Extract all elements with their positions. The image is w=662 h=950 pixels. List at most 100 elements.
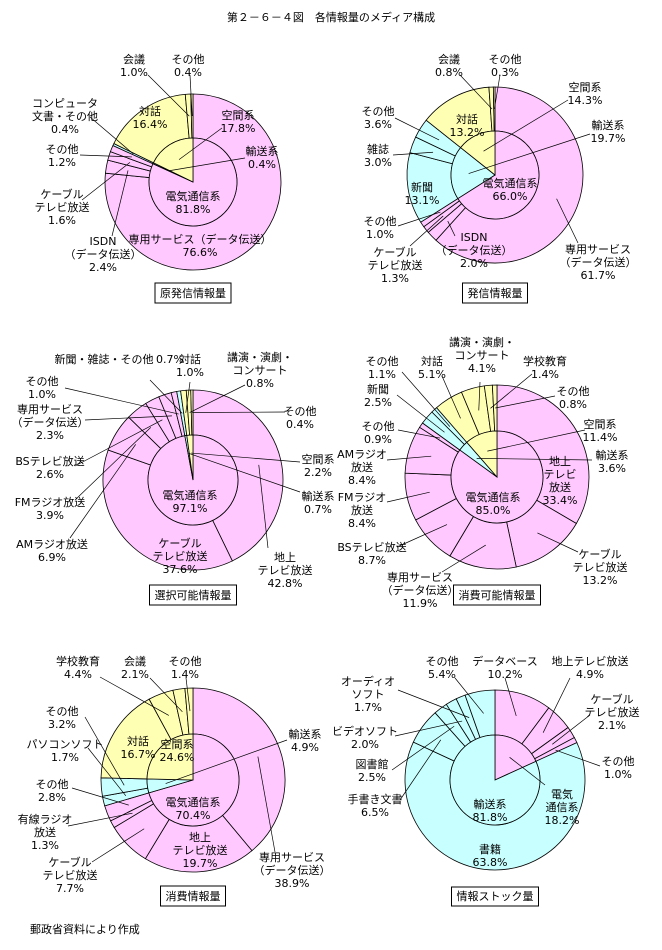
slice-label: 会議: [124, 654, 146, 668]
slice-value: 6.9%: [38, 551, 66, 564]
slice-label: ケーブルテレビ放送: [573, 547, 628, 574]
slice-label: 講演・演劇・コンサート: [449, 335, 515, 362]
leader-line: [459, 74, 493, 110]
leader-line: [401, 371, 451, 427]
caption-box: [462, 282, 528, 304]
slice-label: 地上テレビ放送: [552, 654, 629, 668]
slice-value: 70.4%: [176, 809, 211, 822]
leader-line: [87, 747, 127, 797]
slice-label: 会議: [123, 52, 145, 66]
leader-line: [476, 458, 593, 461]
slice-value: 1.0%: [366, 228, 394, 241]
chart-caption: 情報ストック量: [457, 890, 534, 903]
slice-label: 専用サービス（データ伝送）: [254, 851, 331, 877]
slice-label: その他: [426, 655, 459, 668]
slice-value: 19.7%: [183, 857, 218, 870]
leader-lines: [79, 74, 246, 237]
slice-label: ケーブルテレビ放送: [153, 536, 208, 563]
slice-value: 13.2%: [450, 126, 485, 139]
leader-line: [169, 157, 246, 172]
slice-label: FMラジオ放送: [15, 495, 86, 509]
slice-value: 2.3%: [36, 429, 64, 442]
inner-slice: [450, 147, 496, 200]
caption-box: [149, 584, 237, 606]
slice-label: 講演・演劇・コンサート: [227, 350, 293, 377]
slice-label: 書籍: [479, 842, 501, 856]
slice-value: 81.8%: [176, 203, 211, 216]
slice-value: 38.9%: [275, 877, 310, 890]
leader-line: [397, 211, 441, 227]
slice-label: 電気通信系: [546, 787, 579, 814]
slice-value: 81.8%: [473, 811, 508, 824]
leader-line: [99, 676, 169, 716]
slice-label: 空間系: [302, 452, 335, 466]
slice-value: 5.4%: [428, 668, 456, 681]
slice-value: 1.0%: [604, 768, 632, 781]
slice-value: 4.4%: [64, 668, 92, 681]
slice-value: 2.0%: [351, 738, 379, 751]
slice-label: BSテレビ放送: [15, 454, 84, 468]
slice-value: 4.9%: [576, 668, 604, 681]
chart-caption: 消費可能情報量: [459, 588, 536, 602]
leader-line: [396, 394, 445, 433]
slice-value: 0.7%: [156, 353, 184, 366]
leader-line: [89, 116, 134, 155]
slice-value: 16.7%: [121, 748, 156, 761]
slice-value: 3.2%: [48, 718, 76, 731]
slice-value: 0.4%: [174, 66, 202, 79]
slice-value: 0.9%: [364, 433, 392, 446]
slice-value: 3.0%: [364, 156, 392, 169]
leader-line: [189, 74, 193, 117]
leader-line: [185, 677, 191, 712]
caption-box: [154, 282, 232, 304]
leader-line: [178, 127, 223, 160]
inner-slice: [460, 130, 496, 176]
leader-line: [149, 379, 183, 414]
labels: 地上テレビ放送33.4%ケーブルテレビ放送13.2%専用サービス（データ伝送）1…: [337, 335, 628, 610]
slice-value: 16.4%: [133, 118, 168, 131]
labels: 専用サービス（データ伝送）61.7% ISDN （データ伝送）2.0% ケーブルテレビ…: [362, 52, 637, 285]
slice-value: 2.6%: [36, 468, 64, 481]
slice-label: 地上テレビ放送: [544, 455, 577, 494]
slice-label: 空間系: [569, 80, 602, 94]
labels: データベース10.2%地上テレビ放送4.9%ケーブルテレビ放送2.1%その他1.…: [332, 654, 640, 869]
leader-line: [409, 215, 444, 247]
slice-label: その他: [364, 215, 397, 228]
slice-label: その他: [284, 405, 317, 418]
slice-label: 空間系: [161, 737, 194, 751]
slice-value: 7.7%: [56, 882, 84, 895]
slice-label: 地上テレビ放送: [173, 831, 228, 857]
pie-chart: [404, 384, 590, 570]
leader-line: [454, 677, 484, 714]
slice-label: 新聞・雑誌・その他: [55, 352, 154, 366]
slice-value: 61.7%: [581, 269, 616, 282]
slice-value: 1.4%: [171, 668, 199, 681]
slice-label: 会議: [438, 52, 460, 66]
slice-value: 4.1%: [468, 362, 496, 375]
slice-value: 2.5%: [358, 771, 386, 784]
slice-label: パソコンソフト: [27, 738, 104, 751]
leader-line: [487, 429, 586, 452]
chart-caption: 発信情報量: [468, 286, 523, 300]
slice-label: その他: [46, 705, 79, 718]
leader-line: [447, 220, 456, 237]
slice-label: その他: [26, 375, 59, 388]
leader-line: [188, 453, 301, 493]
slice-value: 37.6%: [163, 563, 198, 576]
slice-label: その他: [366, 355, 399, 368]
slice-value: 42.8%: [268, 577, 303, 590]
slice-label: 専用サービス（データ伝送）: [129, 232, 272, 246]
slice-label: 空間系: [584, 417, 617, 431]
leader-line: [396, 524, 448, 548]
slice-label: その他: [557, 385, 590, 398]
slice-label: 電気通信系: [483, 176, 538, 190]
pie-chart: [404, 689, 586, 871]
inner-slice: [152, 137, 194, 183]
leader-line: [185, 381, 191, 413]
slice-label: 図書館: [356, 757, 389, 771]
leader-line: [79, 154, 132, 158]
leader-line: [189, 384, 246, 413]
slice-label: 手書き文書: [348, 792, 403, 806]
leader-line: [258, 464, 269, 549]
slice-label: FMラジオ放送: [338, 491, 387, 517]
